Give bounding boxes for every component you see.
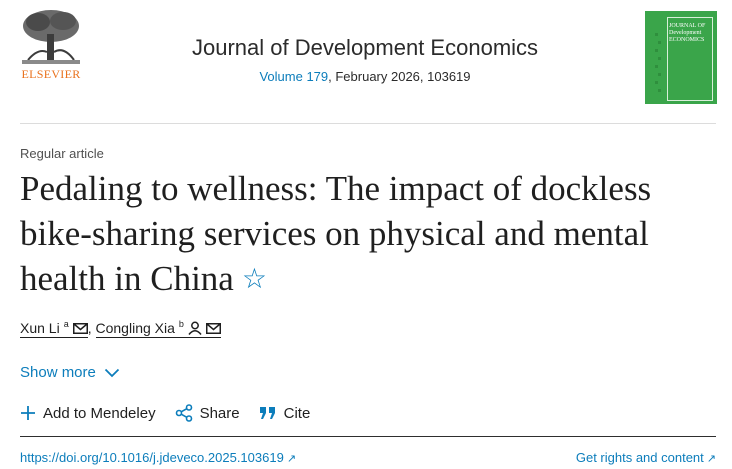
- volume-link[interactable]: Volume 179: [259, 69, 329, 84]
- cite-button[interactable]: Cite: [259, 404, 311, 422]
- actions-divider: [20, 436, 716, 437]
- issue-info: , February 2026, 103619: [328, 69, 471, 84]
- author-separator: ,: [87, 320, 92, 336]
- journal-meta: Volume 179, February 2026, 103619: [150, 69, 580, 84]
- author-list: Xun Li a , Congling Xia b: [20, 319, 221, 338]
- affiliation-marker: a: [63, 319, 69, 329]
- author-name: Xun Li: [20, 320, 60, 336]
- cover-pattern-icon: [655, 33, 661, 92]
- person-icon: [188, 321, 202, 335]
- author-xun-li[interactable]: Xun Li a: [20, 319, 88, 338]
- show-more-button[interactable]: Show more: [20, 364, 120, 381]
- doi-link[interactable]: https://doi.org/10.1016/j.jdeveco.2025.1…: [20, 450, 296, 465]
- chevron-down-icon: [104, 368, 120, 377]
- envelope-icon: [205, 322, 221, 334]
- share-icon: [175, 404, 192, 422]
- add-to-mendeley-button[interactable]: Add to Mendeley: [20, 405, 156, 422]
- cover-frame: [667, 17, 713, 101]
- rights-link[interactable]: Get rights and content ↗: [576, 450, 716, 465]
- quote-icon: [259, 407, 275, 419]
- show-more-label: Show more: [20, 364, 96, 381]
- article-type: Regular article: [20, 146, 104, 161]
- publisher-name: ELSEVIER: [21, 67, 81, 81]
- rights-text: Get rights and content: [575, 450, 704, 465]
- article-title: Pedaling to wellness: The impact of dock…: [20, 166, 720, 302]
- elsevier-logo[interactable]: [18, 8, 84, 82]
- tree-icon: [18, 8, 84, 66]
- cover-title: JOURNAL OF Development ECONOMICS: [669, 23, 706, 43]
- journal-title[interactable]: Journal of Development Economics: [191, 35, 539, 60]
- article-title-text: Pedaling to wellness: The impact of dock…: [20, 169, 652, 298]
- plus-icon: [21, 406, 35, 420]
- journal-cover[interactable]: JOURNAL OF Development ECONOMICS: [645, 11, 717, 104]
- action-bar: Add to Mendeley Share Cite: [20, 404, 329, 422]
- external-link-icon: ↗: [706, 453, 716, 465]
- mendeley-label: Add to Mendeley: [43, 404, 156, 422]
- external-link-icon: ↗: [286, 453, 297, 465]
- header-divider: [20, 123, 716, 124]
- envelope-icon: [72, 322, 88, 334]
- affiliation-marker: b: [178, 319, 184, 329]
- doi-text: https://doi.org/10.1016/j.jdeveco.2025.1…: [20, 450, 284, 465]
- cite-label: Cite: [283, 404, 311, 422]
- share-label: Share: [199, 404, 240, 422]
- share-button[interactable]: Share: [175, 404, 240, 422]
- star-icon[interactable]: ☆: [241, 264, 267, 295]
- author-name: Congling Xia: [95, 320, 175, 336]
- author-congling-xia[interactable]: Congling Xia b: [95, 319, 221, 338]
